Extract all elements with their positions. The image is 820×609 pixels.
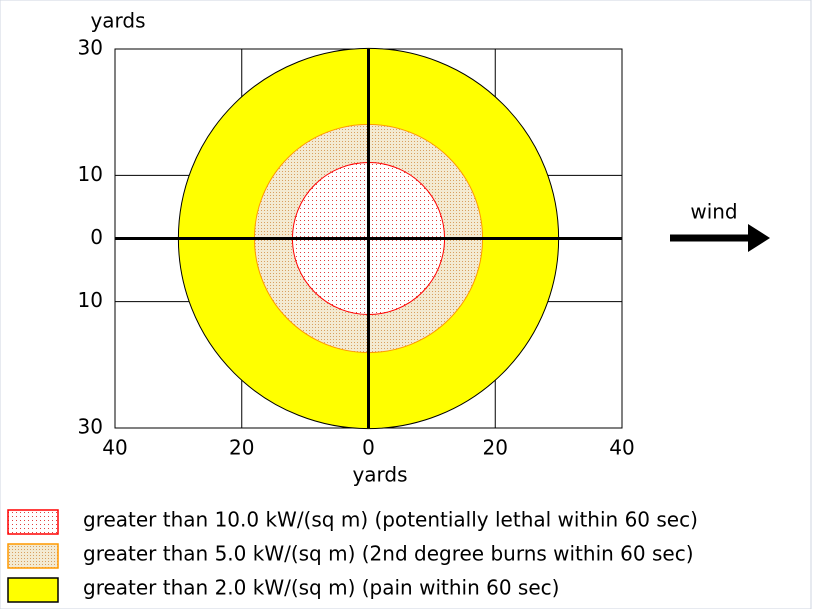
y-axis-label: yards <box>90 9 145 33</box>
legend-swatch <box>7 509 59 535</box>
legend-label: greater than 10.0 kW/(sq m) (potentially… <box>83 508 698 532</box>
y-tick-label: 10 <box>78 288 103 312</box>
wind-arrow <box>670 224 770 252</box>
y-tick-label: 10 <box>78 162 103 186</box>
wind-label: wind <box>690 200 737 224</box>
legend-label: greater than 2.0 kW/(sq m) (pain within … <box>83 576 559 600</box>
y-tick-label: 0 <box>90 225 103 249</box>
x-tick-label: 20 <box>229 436 254 460</box>
y-tick-label: 30 <box>78 36 103 60</box>
y-tick-label: 30 <box>78 415 103 439</box>
legend-label: greater than 5.0 kW/(sq m) (2nd degree b… <box>83 542 694 566</box>
x-tick-label: 0 <box>362 436 375 460</box>
legend-swatch <box>7 543 59 569</box>
legend-swatch <box>7 577 59 603</box>
x-tick-label: 40 <box>102 436 127 460</box>
x-tick-label: 40 <box>609 436 634 460</box>
x-tick-label: 20 <box>483 436 508 460</box>
x-axis-label: yards <box>352 463 407 487</box>
